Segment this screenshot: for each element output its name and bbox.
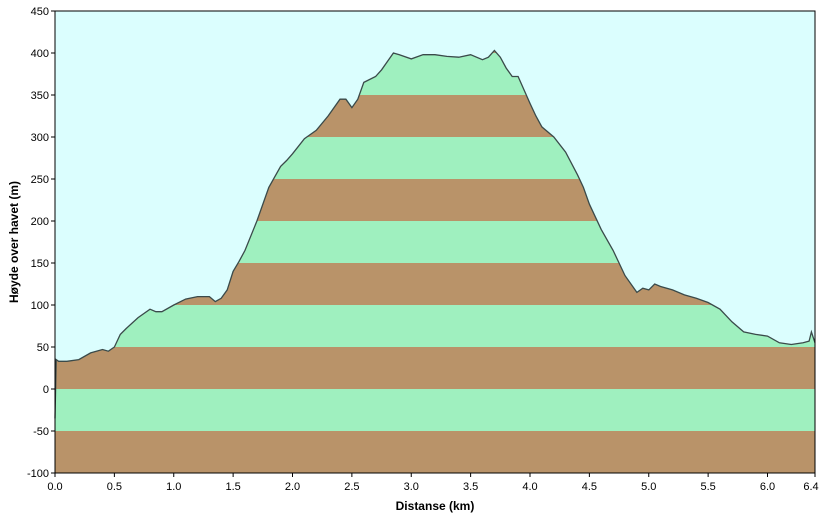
- elevation-band: [55, 389, 815, 431]
- y-axis: 450 400 350 300 250 200 150 100 50 0 -50 -100: [27, 6, 55, 480]
- x-tick-label: 2.0: [285, 481, 300, 493]
- x-tick-label: 1.0: [166, 481, 181, 493]
- x-tick-label: 0.5: [107, 481, 122, 493]
- y-tick-label: 50: [37, 342, 49, 354]
- y-tick-label: 250: [31, 174, 49, 186]
- x-tick-label: 5.0: [641, 481, 656, 493]
- x-tick-label: 3.5: [463, 481, 478, 493]
- x-tick-label: 5.5: [700, 481, 715, 493]
- elevation-band: [55, 431, 815, 473]
- x-tick-label: 6.4: [803, 481, 818, 493]
- x-tick-label: 0.0: [47, 481, 62, 493]
- y-tick-label: 400: [31, 48, 49, 60]
- x-tick-label: 3.0: [404, 481, 419, 493]
- y-tick-label: -50: [33, 426, 49, 438]
- y-tick-label: 450: [31, 6, 49, 18]
- y-tick-label: 150: [31, 258, 49, 270]
- x-tick-label: 6.0: [760, 481, 775, 493]
- y-tick-label: 350: [31, 90, 49, 102]
- x-tick-label: 1.5: [225, 481, 240, 493]
- x-tick-label: 4.5: [582, 481, 597, 493]
- y-axis-title: Høyde over havet (m): [7, 181, 21, 303]
- y-tick-label: -100: [27, 468, 49, 480]
- y-tick-label: 300: [31, 132, 49, 144]
- y-tick-label: 0: [43, 384, 49, 396]
- y-tick-label: 200: [31, 216, 49, 228]
- elevation-band: [55, 347, 815, 389]
- y-tick-label: 100: [31, 300, 49, 312]
- elevation-profile-line: [54, 49, 816, 419]
- elevation-band: [55, 305, 815, 347]
- x-tick-label: 2.5: [344, 481, 359, 493]
- x-tick-label: 4.0: [522, 481, 537, 493]
- x-axis: 0.0 0.5 1.0 1.5 2.0 2.5 3.0 3.5 4.0 4.5 5.0 5.5 6.0 6…: [47, 473, 819, 493]
- plot-frame: [54, 10, 816, 474]
- x-axis-title: Distanse (km): [396, 499, 475, 513]
